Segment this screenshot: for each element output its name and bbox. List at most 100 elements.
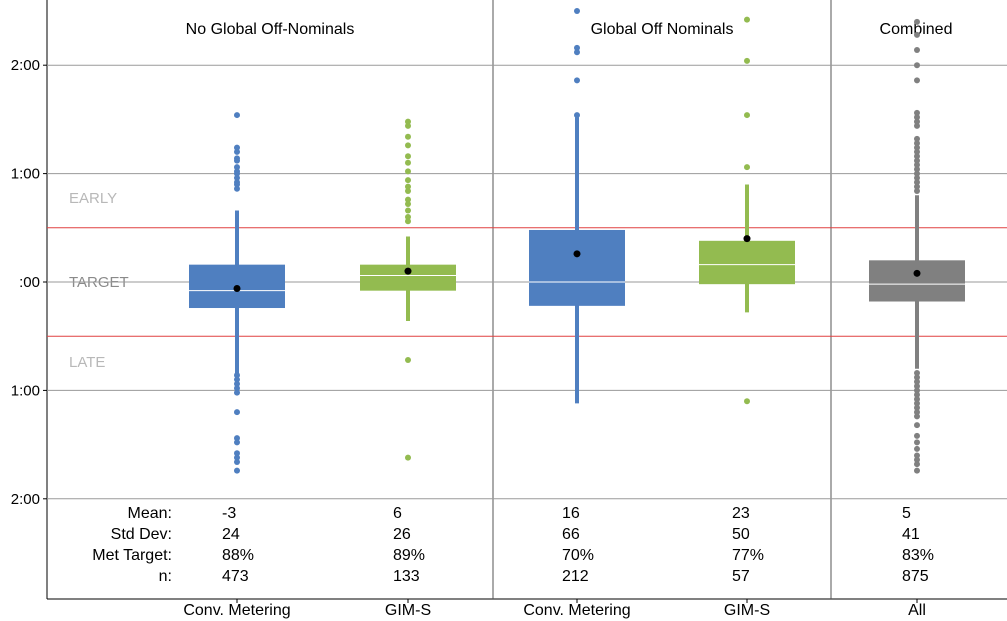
outlier-point [234, 450, 240, 457]
outlier-point [234, 385, 240, 392]
outlier-point [234, 380, 240, 387]
outlier-point [914, 452, 920, 459]
outlier-point [914, 187, 920, 194]
outlier-point [234, 458, 240, 465]
outlier-point [914, 445, 920, 452]
stat-label: Mean: [128, 505, 172, 522]
box-series-4 [869, 18, 965, 474]
outlier-point [914, 179, 920, 186]
outlier-point [744, 57, 750, 64]
outlier-point [914, 140, 920, 147]
x-category-label: GIM-S [385, 602, 431, 619]
stat-label: n: [159, 568, 172, 585]
group-titles: No Global Off-Nominals Global Off Nominal… [186, 21, 953, 38]
mean-marker [233, 285, 241, 293]
outlier-point [914, 456, 920, 463]
outlier-point [914, 400, 920, 407]
outlier-point [914, 391, 920, 398]
y-tick-label: 1:00 [11, 166, 40, 183]
outlier-point [574, 77, 580, 84]
stat-value-mean: 16 [562, 505, 580, 522]
y-axis-ticks: 2:00 1:00:00 1:00 2:00 [11, 57, 1007, 508]
outlier-point [914, 413, 920, 420]
outlier-point [405, 142, 411, 149]
stat-label: Std Dev: [111, 526, 172, 543]
outlier-point [914, 153, 920, 160]
outlier-point [914, 432, 920, 439]
outlier-point [914, 109, 920, 116]
x-category-label: GIM-S [724, 602, 770, 619]
outlier-point [914, 378, 920, 385]
reference-label-early: EARLY [69, 190, 117, 207]
stat-value-met_target: 70% [562, 547, 594, 564]
stat-value-n: 57 [732, 568, 750, 585]
stat-value-mean: 23 [732, 505, 750, 522]
outlier-point [234, 435, 240, 442]
box-series-3 [699, 16, 795, 405]
outlier-point [914, 77, 920, 84]
outlier-point [405, 153, 411, 160]
box-series-0 [189, 112, 285, 474]
stat-value-std_dev: 26 [393, 526, 411, 543]
outlier-point [234, 372, 240, 379]
stat-value-mean: 5 [902, 505, 911, 522]
outlier-point [234, 148, 240, 155]
y-tick-label: 2:00 [11, 57, 40, 74]
outlier-point [234, 454, 240, 461]
outlier-point [914, 170, 920, 177]
outlier-point [914, 62, 920, 69]
outlier-point [405, 177, 411, 184]
reference-label-late: LATE [69, 354, 105, 371]
outlier-point [914, 404, 920, 411]
outlier-point [234, 185, 240, 192]
mean-marker [743, 235, 751, 243]
outlier-point [914, 118, 920, 125]
outlier-point [914, 387, 920, 394]
box [699, 240, 795, 285]
outlier-point [914, 144, 920, 151]
outlier-point [914, 135, 920, 142]
stat-value-std_dev: 66 [562, 526, 580, 543]
outlier-point [405, 133, 411, 140]
mean-marker [913, 269, 921, 277]
outlier-point [234, 409, 240, 416]
outlier-point [405, 196, 411, 203]
outlier-point [405, 187, 411, 194]
x-category-label: Conv. Metering [183, 602, 290, 619]
stat-label: Met Target: [92, 547, 172, 564]
stat-value-std_dev: 50 [732, 526, 750, 543]
stat-value-std_dev: 24 [222, 526, 240, 543]
outlier-point [914, 31, 920, 38]
outlier-point [914, 161, 920, 168]
outlier-point [405, 200, 411, 207]
outlier-point [914, 47, 920, 54]
outlier-point [914, 422, 920, 429]
outlier-point [914, 396, 920, 403]
outlier-point [234, 376, 240, 383]
outlier-point [405, 357, 411, 364]
outlier-point [405, 159, 411, 166]
box-series-2 [529, 8, 625, 404]
outlier-point [574, 112, 580, 119]
stat-value-met_target: 83% [902, 547, 934, 564]
outlier-point [914, 374, 920, 381]
outlier-point [574, 49, 580, 56]
outlier-point [914, 439, 920, 446]
outlier-point [574, 8, 580, 14]
outlier-point [234, 112, 240, 119]
group-title-2: Combined [880, 21, 953, 38]
outlier-point [914, 174, 920, 181]
x-category-label: All [908, 602, 926, 619]
box [869, 260, 965, 302]
outlier-point [914, 409, 920, 416]
mean-marker [573, 250, 581, 258]
outlier-point [914, 370, 920, 377]
outlier-point [234, 170, 240, 177]
x-category-labels: Conv. Metering GIM-S Conv. Metering GIM-S Al… [183, 599, 926, 619]
outlier-point [914, 383, 920, 390]
stats-table: Mean: Std Dev: Met Target: n: -3 24 88% 473 6 26 8… [92, 505, 934, 585]
stat-value-n: 133 [393, 568, 420, 585]
outlier-point [234, 157, 240, 164]
